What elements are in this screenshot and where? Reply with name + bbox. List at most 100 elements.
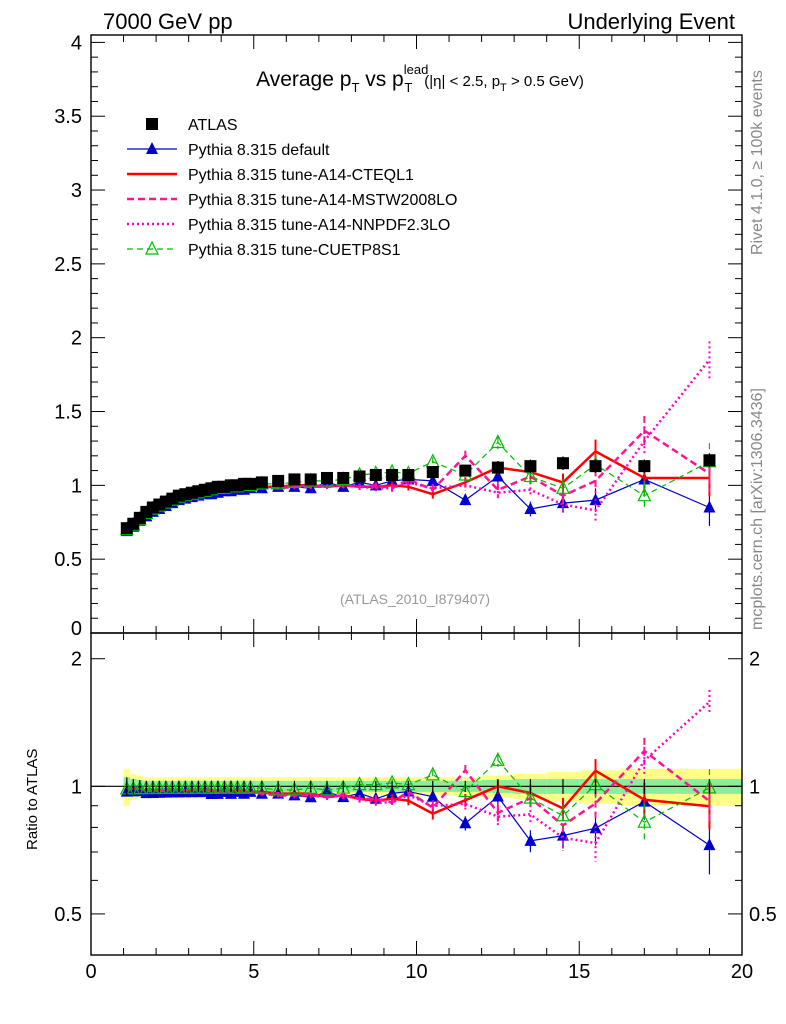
legend-label: Pythia 8.315 tune-A14-CTEQL1 [188, 167, 414, 184]
data-point [426, 466, 439, 479]
title-part-b: vs p [359, 68, 403, 91]
data-point [703, 454, 716, 467]
ratio-plot-frame [90, 632, 743, 956]
series-line-ratio [126, 701, 711, 845]
data-point [271, 781, 286, 796]
y-tick-label-ratio: 0.5 [54, 904, 82, 926]
y-tick-label-main: 1.5 [54, 402, 82, 424]
data-point [336, 779, 351, 794]
data-point [524, 833, 537, 846]
title-cuts-sub: T [500, 82, 507, 94]
series-layer [119, 341, 717, 875]
data-point [703, 838, 716, 851]
title-sup-b: lead [404, 62, 429, 77]
title-sub-a: T [351, 80, 359, 95]
data-point [337, 471, 350, 484]
data-point [353, 786, 366, 799]
data-point [133, 511, 146, 524]
x-tick-label: 5 [248, 961, 259, 983]
data-point [523, 468, 538, 483]
data-point [369, 469, 382, 482]
data-point [288, 473, 301, 486]
series-3 [126, 415, 711, 838]
ratio-ylabel: Ratio to ATLAS [24, 749, 41, 850]
data-point [556, 479, 570, 494]
data-point [120, 522, 133, 535]
y-tick-label-ratio-right: 1 [749, 776, 760, 798]
title-cuts-a: (|η| < 2.5, p [424, 73, 500, 90]
data-point [320, 471, 333, 484]
data-point [458, 783, 473, 798]
y-tick-label-ratio-right: 2 [749, 649, 760, 671]
legend-entry: Pythia 8.315 tune-A14-CTEQL1 [127, 167, 414, 184]
title-cuts-b: > 0.5 GeV) [507, 73, 584, 90]
legend: ATLAS Pythia 8.315 default Pythia 8.315 tu… [127, 117, 457, 259]
data-point [320, 781, 334, 796]
data-point [255, 476, 268, 489]
y-tick-label-main: 2 [71, 328, 82, 350]
legend-marker [146, 118, 158, 130]
y-tick-label-main: 3.5 [54, 106, 82, 128]
data-point [490, 751, 505, 766]
y-tick-label-main: 3 [71, 180, 82, 202]
legend-entry: Pythia 8.315 tune-CUETP8S1 [127, 240, 401, 259]
data-point [638, 460, 651, 473]
data-point [386, 786, 399, 799]
title-sub-b: T [404, 80, 412, 95]
title-part-a: Average p [256, 68, 351, 91]
data-point [353, 470, 366, 483]
y-tick-label-main: 1 [71, 475, 82, 497]
data-point [637, 813, 652, 828]
mcplots-label: mcplots.cern.ch [arXiv:1306.3436] [749, 388, 766, 630]
data-point [402, 469, 415, 482]
x-tick-label: 10 [405, 961, 427, 983]
data-point [491, 789, 504, 802]
data-point [556, 807, 570, 822]
y-tick-label-main: 4 [71, 32, 82, 54]
y-tick-label-ratio: 2 [71, 649, 82, 671]
y-tick-label-main: 0 [71, 618, 82, 640]
rivet-label: Rivet 4.1.0, ≥ 100k events [749, 70, 766, 255]
x-tick-label: 20 [731, 961, 753, 983]
data-point [524, 501, 537, 514]
series-1 [120, 464, 716, 875]
data-point [556, 457, 569, 470]
series-0 [120, 453, 716, 796]
legend-label: Pythia 8.315 tune-CUETP8S1 [188, 242, 401, 259]
header-energy: 7000 GeV pp [103, 9, 233, 34]
data-point [703, 500, 716, 513]
data-point [459, 493, 472, 506]
analysis-tag: (ATLAS_2010_I879407) [340, 591, 490, 607]
data-point [303, 779, 318, 794]
legend-marker [146, 142, 158, 154]
series-line-main [126, 359, 711, 531]
data-point [272, 474, 285, 487]
y-tick-label-main: 0.5 [54, 549, 82, 571]
legend-entry: Pythia 8.315 tune-A14-NNPDF2.3LO [127, 217, 450, 234]
legend-entry: ATLAS [146, 117, 238, 134]
x-tick-label: 0 [85, 961, 96, 983]
header-process: Underlying Event [567, 9, 735, 34]
y-tick-label-ratio: 1 [71, 776, 82, 798]
data-point [523, 789, 538, 804]
legend-entry: Pythia 8.315 tune-A14-MSTW2008LO [127, 192, 457, 209]
data-point [459, 464, 472, 477]
legend-label: Pythia 8.315 tune-A14-MSTW2008LO [188, 192, 457, 209]
data-point [254, 779, 269, 794]
data-point [459, 816, 472, 829]
y-tick-label-ratio-right: 0.5 [749, 904, 777, 926]
y-tick-label-main: 2.5 [54, 254, 82, 276]
legend-label: ATLAS [188, 117, 238, 134]
data-point [524, 460, 537, 473]
data-point [491, 469, 504, 482]
data-point [426, 473, 439, 486]
legend-entry: Pythia 8.315 default [127, 142, 330, 159]
data-point [491, 461, 504, 474]
data-point [243, 779, 258, 794]
data-point [426, 789, 439, 802]
data-point [244, 477, 257, 490]
x-tick-label: 15 [568, 961, 590, 983]
data-point [287, 781, 302, 796]
data-point [304, 473, 317, 486]
